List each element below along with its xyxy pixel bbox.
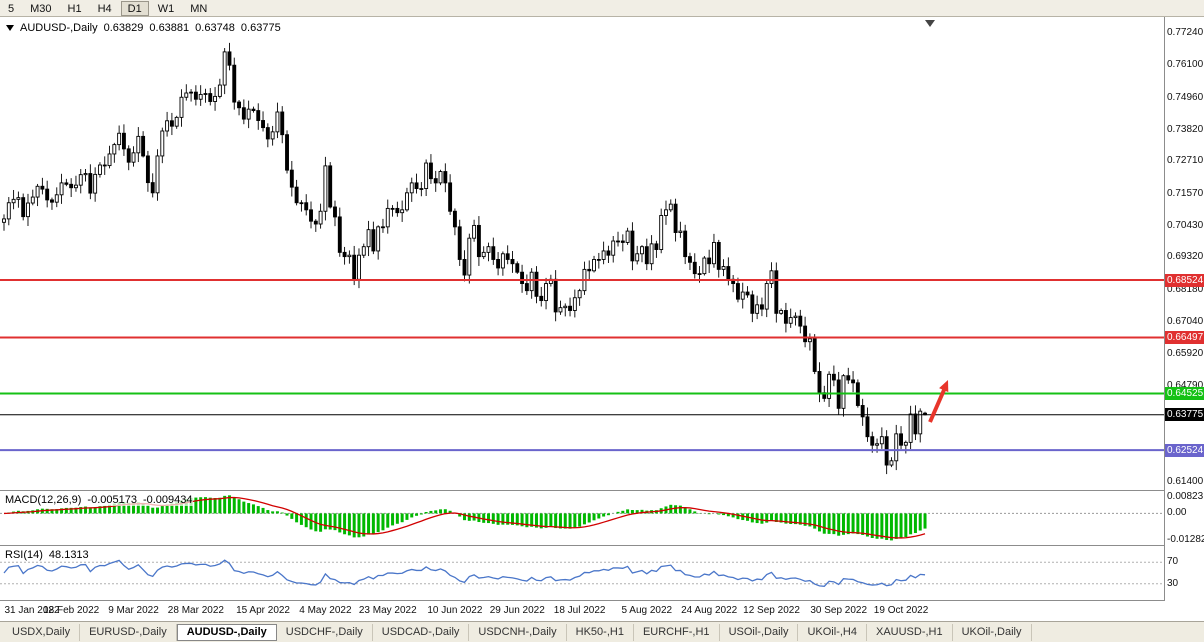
chart-area: 0.77240 0.76100 0.74960 0.73820 0.72710 0.715… [0, 17, 1204, 621]
timeframe-button-w1[interactable]: W1 [157, 2, 175, 15]
macd-signal-value: -0.009434 [142, 494, 193, 506]
chart-tab-usdcad-daily[interactable]: USDCAD-,Daily [373, 623, 470, 641]
time-axis-label: 31 Jan 2022 [4, 605, 60, 616]
price-axis[interactable]: 0.77240 0.76100 0.74960 0.73820 0.72710 0.715… [1164, 17, 1204, 601]
time-axis-label: 18 Feb 2022 [43, 605, 100, 616]
quote-low: 0.63748 [195, 22, 235, 34]
price-axis-label: 0.61400 [1167, 476, 1204, 488]
quote-high: 0.63881 [149, 22, 190, 34]
time-axis-label: 24 Aug 2022 [681, 605, 738, 616]
candlestick-series [2, 42, 927, 475]
time-axis-label: 12 Sep 2022 [743, 605, 800, 616]
chart-tab-xauusd-h1[interactable]: XAUUSD-,H1 [867, 623, 953, 641]
time-axis[interactable]: 31 Jan 2022 18 Feb 2022 9 Mar 2022 28 Mar 2… [0, 601, 1204, 621]
chart-tabs-bar: USDX,Daily EURUSD-,Daily AUDUSD-,Daily USDC… [0, 621, 1204, 642]
price-axis-label: 0.64790 [1167, 379, 1204, 391]
chart-tab-usdx-daily[interactable]: USDX,Daily [3, 623, 81, 641]
quote-open: 0.63829 [103, 22, 144, 34]
macd-axis-label: 0.00 [1167, 507, 1187, 519]
chart-tab-eurchf-h1[interactable]: EURCHF-,H1 [634, 623, 720, 641]
chart-tab-ukoil-daily[interactable]: UKOil-,Daily [953, 623, 1032, 641]
price-axis-label: 0.76100 [1167, 59, 1204, 71]
timeframe-button-m30[interactable]: M30 [30, 2, 52, 15]
macd-axis-label: 0.00823 [1167, 490, 1204, 502]
price-axis-label: 0.67040 [1167, 316, 1204, 328]
pane-separator[interactable] [0, 490, 1204, 491]
time-axis-label: 9 Mar 2022 [108, 605, 159, 616]
chart-tab-ukoil-h4[interactable]: UKOil-,H4 [798, 623, 867, 641]
time-axis-label: 5 Aug 2022 [621, 605, 673, 616]
price-axis-label: 0.70430 [1167, 219, 1204, 231]
time-axis-label: 15 Apr 2022 [236, 605, 290, 616]
price-tag-0.68524: 0.68524 [1165, 273, 1204, 287]
time-axis-label: 29 Jun 2022 [489, 605, 545, 616]
price-axis-label: 0.72710 [1167, 155, 1204, 167]
price-axis-label: 0.74960 [1167, 91, 1204, 103]
timeframe-button-h1[interactable]: H1 [67, 2, 82, 15]
time-axis-label: 30 Sep 2022 [810, 605, 868, 616]
buy-arrow-annotation[interactable] [928, 380, 949, 423]
rsi-indicator-label: RSI(14) 48.1313 [5, 549, 89, 561]
time-axis-label: 4 May 2022 [299, 605, 352, 616]
rsi-indicator-canvas[interactable] [0, 546, 1164, 600]
chart-tab-usdchf-daily[interactable]: USDCHF-,Daily [277, 623, 373, 641]
rsi-axis-label: 30 [1167, 577, 1179, 589]
pane-separator[interactable] [0, 545, 1204, 546]
time-axis-label: 28 Mar 2022 [167, 605, 224, 616]
price-tag-0.66497: 0.66497 [1165, 331, 1204, 345]
price-axis-label: 0.68180 [1167, 283, 1204, 295]
rsi-line [3, 559, 926, 587]
price-axis-label: 0.65920 [1167, 347, 1204, 359]
time-axis-label: 23 May 2022 [358, 605, 417, 616]
symbol-period-label: AUDUSD-,Daily [20, 22, 98, 34]
price-chart-canvas[interactable] [0, 17, 1164, 490]
timeframe-button-d1[interactable]: D1 [120, 0, 149, 16]
timeframe-button-mn[interactable]: MN [190, 2, 208, 15]
macd-main-value: -0.005173 [87, 494, 137, 506]
chart-title: AUDUSD-,Daily 0.63829 0.63881 0.63748 0.… [6, 22, 281, 34]
price-axis-label: 0.77240 [1167, 26, 1204, 38]
rsi-name: RSI(14) [5, 549, 43, 561]
timeframe-toolbar: 5 M30 H1 H4 D1 W1 MN [0, 0, 1204, 17]
quote-close: 0.63775 [240, 22, 281, 34]
chart-tab-usoil-daily[interactable]: USOil-,Daily [720, 623, 799, 641]
timeframe-button-5[interactable]: 5 [8, 2, 15, 15]
macd-axis-label: -0.01282 [1167, 533, 1204, 545]
chart-tab-hk50-h1[interactable]: HK50-,H1 [567, 623, 634, 641]
macd-name: MACD(12,26,9) [5, 494, 82, 506]
price-axis-label: 0.73820 [1167, 123, 1204, 135]
price-tag-0.64525: 0.64525 [1165, 386, 1204, 400]
pane-separator[interactable] [0, 600, 1204, 601]
symbol-dropdown-icon [6, 25, 14, 31]
chart-tab-usdcnh-daily[interactable]: USDCNH-,Daily [469, 623, 567, 641]
timeframe-button-h4[interactable]: H4 [97, 2, 112, 15]
rsi-value: 48.1313 [48, 549, 89, 561]
time-axis-label: 10 Jun 2022 [427, 605, 483, 616]
time-axis-label: 19 Oct 2022 [873, 605, 929, 616]
price-axis-label: 0.69320 [1167, 251, 1204, 263]
rsi-axis-label: 70 [1167, 556, 1179, 568]
time-axis-label: 18 Jul 2022 [553, 605, 606, 616]
macd-indicator-label: MACD(12,26,9) -0.005173 -0.009434 [5, 494, 193, 506]
chart-tab-audusd-daily[interactable]: AUDUSD-,Daily [176, 623, 277, 641]
chart-tab-eurusd-daily[interactable]: EURUSD-,Daily [80, 623, 177, 641]
price-axis-label: 0.71570 [1167, 187, 1204, 199]
price-tag-0.63775: 0.63775 [1165, 408, 1204, 422]
chart-shift-marker-icon[interactable] [925, 20, 935, 27]
price-tag-0.62524: 0.62524 [1165, 443, 1204, 457]
